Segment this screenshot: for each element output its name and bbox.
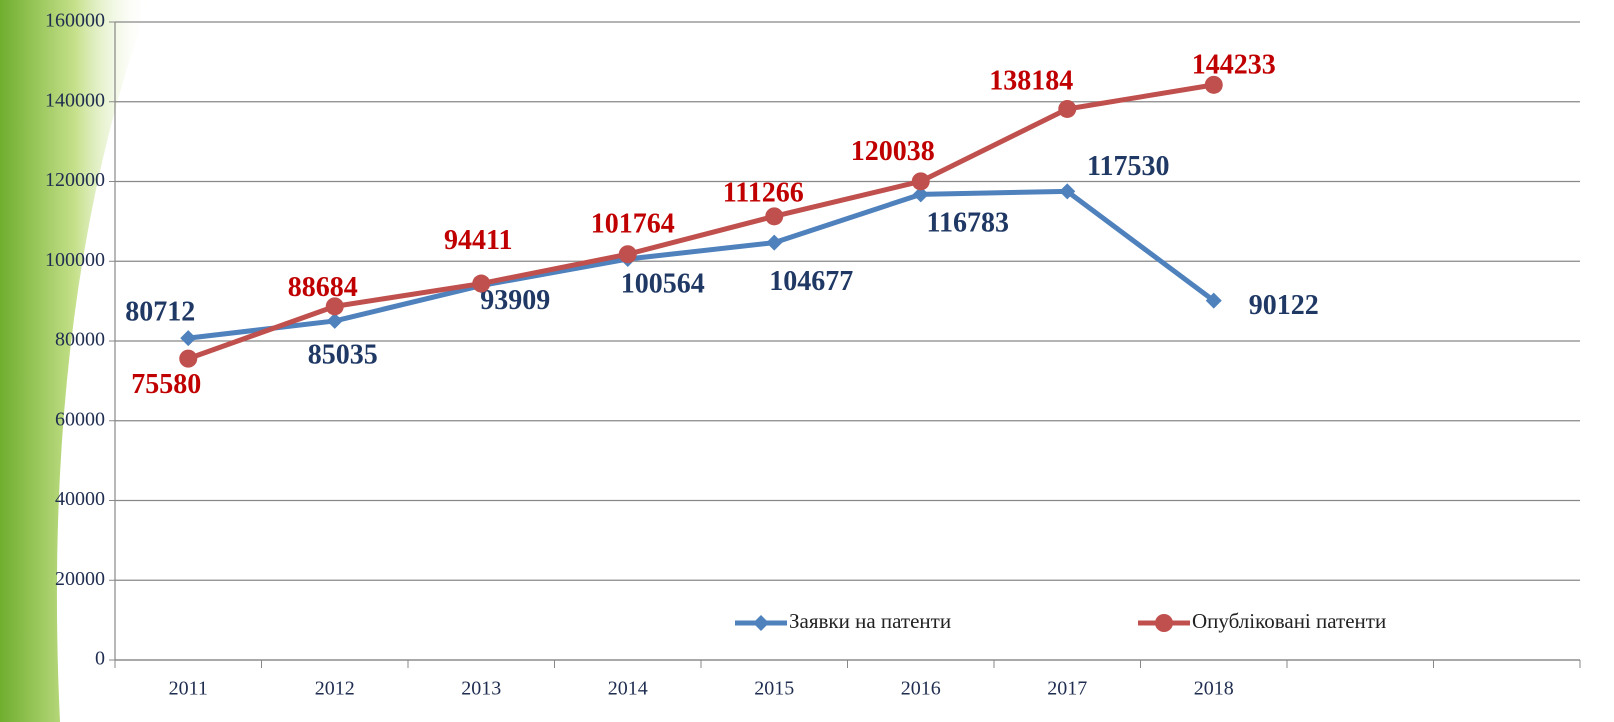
data-label: 85035	[308, 339, 378, 370]
y-tick-label: 140000	[45, 89, 105, 111]
marker	[766, 234, 783, 251]
legend-label: Опубліковані патенти	[1192, 609, 1386, 633]
marker	[1059, 183, 1076, 200]
marker	[326, 312, 343, 329]
data-label: 111266	[723, 178, 804, 209]
marker	[180, 330, 197, 347]
marker	[765, 207, 784, 226]
data-label: 104677	[769, 266, 853, 297]
legend-marker	[1155, 614, 1173, 632]
y-tick-label: 60000	[55, 408, 105, 430]
y-tick-label: 80000	[55, 329, 105, 351]
data-label: 144233	[1192, 49, 1276, 80]
marker	[325, 297, 344, 316]
decoration	[0, 0, 150, 722]
legend-label: Заявки на патенти	[789, 609, 951, 633]
series-line	[187, 82, 1215, 361]
data-label: 80712	[125, 297, 195, 328]
legend-marker	[753, 615, 769, 631]
series-line	[187, 188, 1216, 341]
marker	[472, 274, 491, 293]
marker	[618, 245, 637, 264]
marker	[912, 186, 929, 203]
data-label: 120038	[851, 136, 935, 167]
marker	[1205, 292, 1222, 309]
marker	[1058, 99, 1077, 118]
marker	[911, 172, 930, 191]
y-tick-label: 120000	[45, 169, 105, 191]
x-tick-label: 2015	[754, 678, 794, 700]
marker	[179, 349, 198, 368]
x-tick-label: 2013	[461, 678, 501, 700]
data-label: 90122	[1249, 290, 1319, 321]
y-tick-label: 100000	[45, 249, 105, 271]
data-label: 100564	[621, 268, 705, 299]
data-label: 138184	[989, 65, 1073, 96]
x-tick-label: 2018	[1194, 678, 1234, 700]
x-tick-label: 2012	[315, 678, 355, 700]
y-tick-label: 160000	[45, 10, 105, 32]
x-tick-label: 2017	[1047, 678, 1087, 700]
data-label: 94411	[444, 225, 512, 256]
marker	[1204, 75, 1223, 94]
x-tick-label: 2014	[608, 678, 648, 700]
data-label: 116783	[927, 208, 1009, 239]
y-tick-label: 40000	[55, 488, 105, 510]
data-label: 117530	[1087, 151, 1169, 182]
x-tick-label: 2016	[901, 678, 941, 700]
data-label: 101764	[591, 209, 675, 240]
data-label: 93909	[480, 285, 550, 316]
y-tick-label: 20000	[55, 568, 105, 590]
data-label: 75580	[131, 369, 201, 400]
y-tick-label: 0	[95, 648, 105, 670]
data-label: 88684	[288, 272, 358, 303]
x-tick-label: 2011	[169, 678, 208, 700]
